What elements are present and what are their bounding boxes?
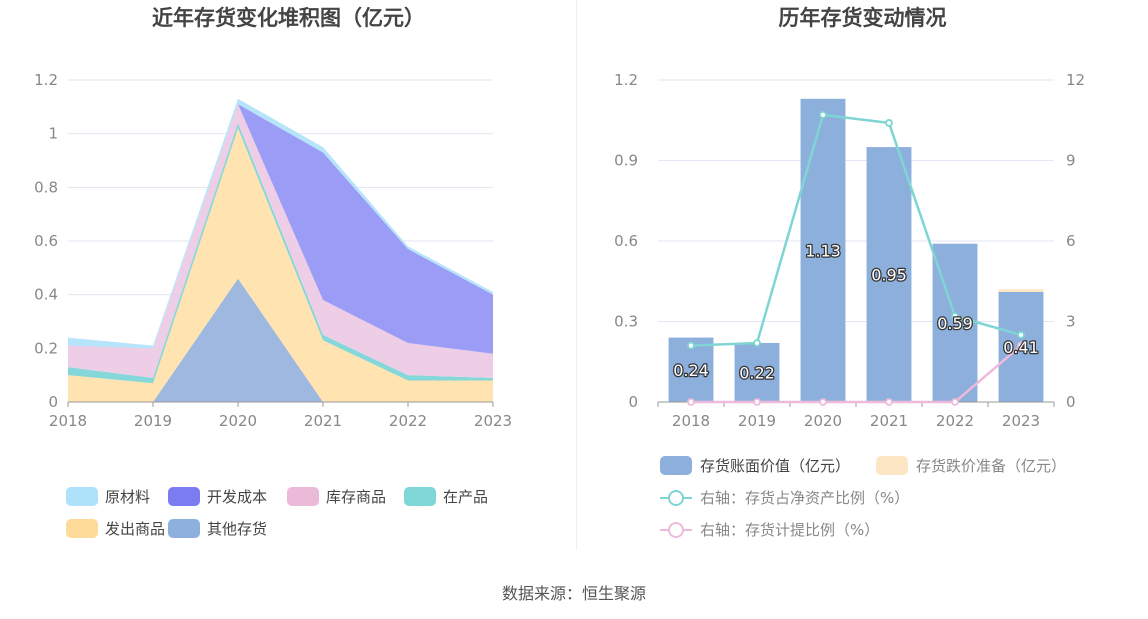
legend-item[interactable]: 原材料 bbox=[66, 487, 150, 506]
y-tick-label: 0.4 bbox=[34, 286, 58, 304]
x-tick-label: 2020 bbox=[804, 412, 842, 430]
legend-label: 库存商品 bbox=[326, 488, 386, 506]
provision-ratio-line bbox=[691, 344, 1022, 404]
y2-tick-label: 6 bbox=[1066, 232, 1076, 250]
legend-label: 存货跌价准备（亿元） bbox=[916, 457, 1066, 475]
line-point bbox=[1017, 341, 1025, 350]
net-asset-ratio-line bbox=[690, 113, 1022, 347]
line-point bbox=[951, 398, 959, 406]
y2-tick-label: 0 bbox=[1066, 393, 1076, 411]
legend-swatch bbox=[66, 519, 98, 538]
provision-bar bbox=[998, 289, 1044, 292]
x-tick-label: 2021 bbox=[870, 412, 908, 430]
x-tick-label: 2018 bbox=[672, 412, 710, 430]
area-库存商品 bbox=[68, 104, 493, 378]
y2-tick-label: 12 bbox=[1066, 71, 1085, 89]
x-tick-label: 2023 bbox=[474, 412, 512, 430]
legend-marker bbox=[668, 522, 684, 538]
legend-swatch bbox=[287, 487, 319, 506]
legend-label: 右轴：存货计提比例（%） bbox=[700, 521, 879, 539]
bar-data-label: 0.41 bbox=[1003, 338, 1039, 357]
bar-data-label: 0.59 bbox=[937, 314, 973, 333]
y-tick-label: 0.9 bbox=[614, 152, 638, 170]
legend-item[interactable]: 存货账面价值（亿元） bbox=[660, 456, 850, 475]
x-tick-label: 2020 bbox=[219, 412, 257, 430]
y2-tick-label: 9 bbox=[1066, 152, 1076, 170]
legend-item[interactable]: 右轴：存货计提比例（%） bbox=[660, 521, 879, 539]
bar bbox=[800, 98, 846, 403]
line-point bbox=[687, 398, 695, 406]
right-chart-panel: 历年存货变动情况 0 0.3 0.6 0.9 1.2 0 3 6 9 12 2018 2019 2020… bbox=[577, 0, 1148, 560]
x-tick-label: 2022 bbox=[389, 412, 427, 430]
y-tick-label: 0.6 bbox=[34, 232, 58, 250]
x-tick-label: 2018 bbox=[49, 412, 87, 430]
x-tick-label: 2023 bbox=[1002, 412, 1040, 430]
line-point bbox=[885, 119, 893, 127]
y-tick-label: 0 bbox=[48, 393, 58, 411]
area-开发成本 bbox=[68, 104, 493, 354]
x-tick-label: 2019 bbox=[738, 412, 776, 430]
area-在产品 bbox=[68, 122, 493, 384]
data-source-note: 数据来源：恒生聚源 bbox=[501, 584, 646, 603]
line-point bbox=[819, 110, 827, 119]
area-发出商品 bbox=[68, 128, 493, 403]
area-其他存货 bbox=[68, 278, 493, 402]
bar bbox=[734, 342, 780, 402]
line-point bbox=[753, 339, 761, 347]
bar-data-label: 0.24 bbox=[673, 361, 709, 380]
area-原材料 bbox=[68, 98, 493, 349]
legend-swatch bbox=[876, 456, 908, 475]
x-tick-label: 2022 bbox=[936, 412, 974, 430]
bar bbox=[866, 147, 912, 402]
x-tick-label: 2021 bbox=[304, 412, 342, 430]
y-tick-label: 0.6 bbox=[614, 232, 638, 250]
y-tick-label: 0 bbox=[628, 393, 638, 411]
left-chart-title: 近年存货变化堆积图（亿元） bbox=[152, 6, 425, 30]
legend-label: 原材料 bbox=[105, 488, 150, 506]
bar-line-chart: 0 0.3 0.6 0.9 1.2 0 3 6 9 12 2018 2019 2020 2021 2022 2… bbox=[614, 71, 1085, 539]
legend-swatch bbox=[660, 456, 692, 475]
legend-swatch bbox=[168, 519, 200, 538]
legend-label: 发出商品 bbox=[105, 520, 165, 538]
line-point bbox=[687, 341, 695, 350]
legend-item[interactable]: 存货跌价准备（亿元） bbox=[876, 456, 1066, 475]
y-tick-label: 1.2 bbox=[34, 71, 58, 89]
legend-label: 开发成本 bbox=[207, 488, 267, 506]
line-point bbox=[1017, 331, 1025, 339]
legend-swatch bbox=[66, 487, 98, 506]
legend-item[interactable]: 其他存货 bbox=[168, 519, 267, 538]
stacked-area-chart: 0 0.2 0.4 0.6 0.8 1 1.2 2018 2019 2020 2021 2022 202… bbox=[34, 71, 512, 538]
legend-label: 在产品 bbox=[443, 488, 488, 506]
legend-item[interactable]: 开发成本 bbox=[168, 487, 267, 506]
legend-item[interactable]: 右轴：存货占净资产比例（%） bbox=[660, 489, 909, 507]
y-tick-label: 0.3 bbox=[614, 313, 638, 331]
bar-data-label: 0.95 bbox=[871, 266, 907, 285]
line-point bbox=[819, 398, 827, 406]
y-tick-label: 0.8 bbox=[34, 178, 58, 196]
line-point bbox=[753, 398, 761, 406]
legend-label: 其他存货 bbox=[207, 520, 267, 538]
bar-data-label: 0.22 bbox=[739, 363, 775, 382]
right-chart-title: 历年存货变动情况 bbox=[778, 6, 947, 30]
panel-divider bbox=[576, 0, 577, 550]
y-tick-label: 1 bbox=[48, 125, 58, 143]
y-tick-label: 0.2 bbox=[34, 339, 58, 357]
legend-label: 右轴：存货占净资产比例（%） bbox=[700, 489, 909, 507]
y2-tick-label: 3 bbox=[1066, 313, 1076, 331]
bar-data-label: 1.13 bbox=[805, 241, 841, 260]
legend-item[interactable]: 在产品 bbox=[404, 487, 488, 506]
x-tick-label: 2019 bbox=[134, 412, 172, 430]
legend-item[interactable]: 库存商品 bbox=[287, 487, 386, 506]
legend-swatch bbox=[404, 487, 436, 506]
y-tick-label: 1.2 bbox=[614, 71, 638, 89]
line-point bbox=[951, 312, 959, 321]
legend-swatch bbox=[168, 487, 200, 506]
left-chart-panel: 近年存货变化堆积图（亿元） 0 0.2 0.4 0.6 0.8 1 1.2 2018 2019 2… bbox=[0, 0, 577, 560]
legend-label: 存货账面价值（亿元） bbox=[700, 457, 850, 475]
line-point bbox=[885, 398, 893, 406]
legend-marker bbox=[668, 490, 684, 506]
legend-item[interactable]: 发出商品 bbox=[66, 519, 165, 538]
